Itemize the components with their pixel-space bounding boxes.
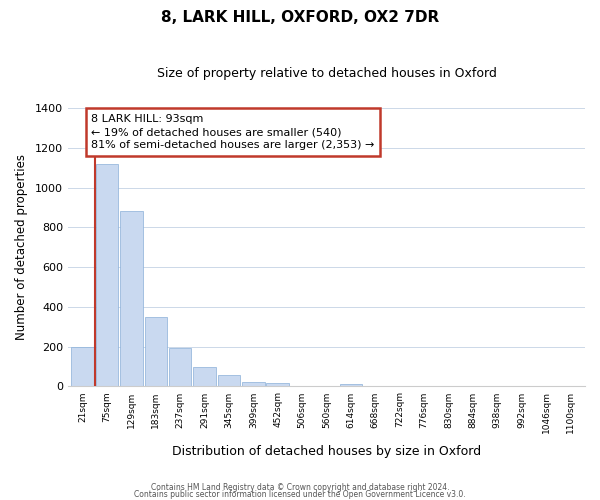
Bar bbox=[242, 382, 265, 386]
Text: Contains public sector information licensed under the Open Government Licence v3: Contains public sector information licen… bbox=[134, 490, 466, 499]
Bar bbox=[266, 384, 289, 386]
Bar bbox=[120, 212, 143, 386]
Text: Contains HM Land Registry data © Crown copyright and database right 2024.: Contains HM Land Registry data © Crown c… bbox=[151, 484, 449, 492]
Bar bbox=[96, 164, 118, 386]
Bar bbox=[145, 317, 167, 386]
Y-axis label: Number of detached properties: Number of detached properties bbox=[15, 154, 28, 340]
Bar bbox=[71, 346, 94, 387]
Bar bbox=[193, 366, 216, 386]
Bar bbox=[169, 348, 191, 387]
Bar bbox=[218, 376, 240, 386]
Bar bbox=[340, 384, 362, 386]
Text: 8 LARK HILL: 93sqm
← 19% of detached houses are smaller (540)
81% of semi-detach: 8 LARK HILL: 93sqm ← 19% of detached hou… bbox=[91, 114, 374, 150]
X-axis label: Distribution of detached houses by size in Oxford: Distribution of detached houses by size … bbox=[172, 444, 481, 458]
Title: Size of property relative to detached houses in Oxford: Size of property relative to detached ho… bbox=[157, 68, 496, 80]
Text: 8, LARK HILL, OXFORD, OX2 7DR: 8, LARK HILL, OXFORD, OX2 7DR bbox=[161, 10, 439, 25]
